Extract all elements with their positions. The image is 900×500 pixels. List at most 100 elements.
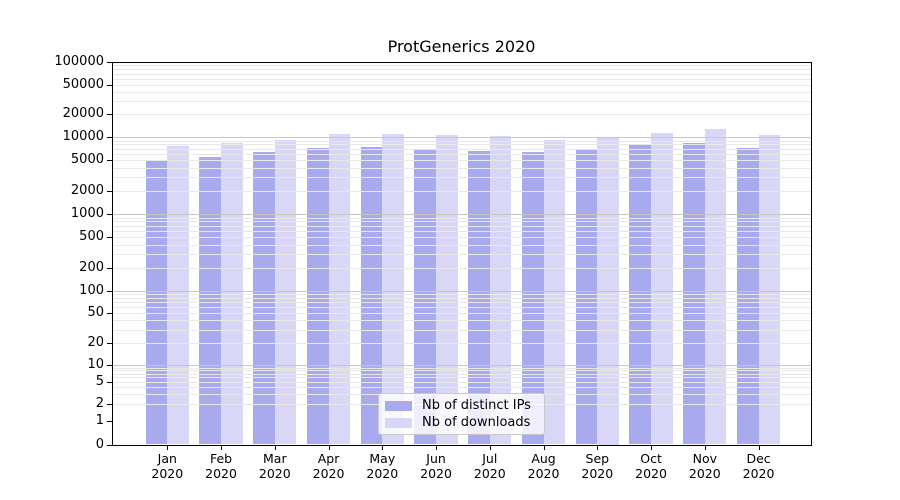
bar-may-distinct-ips xyxy=(360,146,383,445)
y-axis-tick xyxy=(107,62,112,63)
x-axis-tick-label: Jun 2020 xyxy=(408,451,464,481)
x-axis-tick xyxy=(167,445,169,450)
minor-gridline xyxy=(112,91,811,93)
x-label-month: Feb xyxy=(209,451,233,466)
minor-gridline xyxy=(112,84,811,86)
y-axis-tick xyxy=(107,267,112,269)
x-axis-tick xyxy=(758,445,760,450)
bar-dec-distinct-ips xyxy=(736,148,759,445)
x-axis-tick xyxy=(328,445,330,450)
y-axis-tick xyxy=(107,404,112,406)
bar-jun-downloads xyxy=(436,135,458,445)
bar-may-downloads xyxy=(382,133,404,445)
y-axis-tick xyxy=(107,365,112,366)
x-axis-tick xyxy=(221,445,223,450)
x-label-month: Jan xyxy=(157,451,177,466)
x-label-month: Aug xyxy=(531,451,556,466)
minor-gridline xyxy=(112,221,811,223)
x-axis-tick xyxy=(274,445,276,450)
major-gridline xyxy=(112,137,811,138)
y-axis-tick-label: 50000 xyxy=(62,76,104,92)
legend-label-downloads: Nb of downloads xyxy=(422,415,531,430)
y-axis-tick xyxy=(107,421,112,422)
y-axis-tick-label: 100000 xyxy=(54,54,104,69)
minor-gridline xyxy=(112,160,811,162)
minor-gridline xyxy=(112,237,811,239)
minor-gridline xyxy=(112,367,811,369)
minor-gridline xyxy=(112,144,811,146)
minor-gridline xyxy=(112,177,811,179)
bar-feb-distinct-ips xyxy=(199,156,222,445)
x-axis-tick-label: Dec 2020 xyxy=(731,451,787,481)
y-axis-tick-label: 20000 xyxy=(62,106,104,122)
major-gridline xyxy=(112,365,811,366)
major-gridline xyxy=(112,291,811,292)
y-axis-tick-label: 10000 xyxy=(62,129,104,144)
legend-label-distinct-ips: Nb of distinct IPs xyxy=(422,398,531,413)
x-label-year: 2020 xyxy=(688,466,721,481)
minor-gridline xyxy=(112,342,811,344)
x-label-month: Mar xyxy=(263,451,287,466)
minor-gridline xyxy=(112,78,811,80)
x-axis-tick-label: Jul 2020 xyxy=(462,451,518,481)
y-axis-tick-label: 200 xyxy=(79,259,104,275)
x-axis-tick xyxy=(436,445,438,450)
x-label-year: 2020 xyxy=(742,466,775,481)
x-axis-tick xyxy=(704,445,706,450)
x-label-month: Dec xyxy=(746,451,771,466)
x-axis-tick-label: Feb 2020 xyxy=(193,451,249,481)
minor-gridline xyxy=(112,140,811,142)
minor-gridline xyxy=(112,101,811,103)
x-label-month: Oct xyxy=(640,451,662,466)
x-label-year: 2020 xyxy=(366,466,399,481)
x-label-year: 2020 xyxy=(581,466,614,481)
x-axis-tick-label: Oct 2020 xyxy=(623,451,679,481)
minor-gridline xyxy=(112,167,811,169)
y-axis-tick-label: 50 xyxy=(87,305,104,321)
bar-oct-downloads xyxy=(651,133,673,445)
minor-gridline xyxy=(112,381,811,383)
x-label-year: 2020 xyxy=(473,466,506,481)
minor-gridline xyxy=(112,217,811,219)
y-axis-tick xyxy=(107,160,112,162)
minor-gridline xyxy=(112,244,811,246)
x-axis-tick-label: Sep 2020 xyxy=(569,451,625,481)
y-axis-tick-label: 5 xyxy=(95,373,104,389)
y-axis-tick-label: 2 xyxy=(95,396,104,412)
minor-gridline xyxy=(112,302,811,304)
legend: Nb of distinct IPs Nb of downloads xyxy=(378,393,545,435)
minor-gridline xyxy=(112,370,811,372)
minor-gridline xyxy=(112,190,811,192)
x-axis-tick-label: Mar 2020 xyxy=(247,451,303,481)
x-label-year: 2020 xyxy=(635,466,667,481)
minor-gridline xyxy=(112,65,811,67)
y-axis-tick-label: 2000 xyxy=(70,182,104,198)
chart-title: ProtGenerics 2020 xyxy=(387,37,536,56)
minor-gridline xyxy=(112,298,811,300)
x-label-year: 2020 xyxy=(527,466,560,481)
legend-item-downloads: Nb of downloads xyxy=(385,415,538,430)
x-axis-tick-label: Aug 2020 xyxy=(516,451,572,481)
y-axis-tick-label: 1000 xyxy=(70,206,104,221)
minor-gridline xyxy=(112,154,811,156)
x-label-month: Sep xyxy=(585,451,610,466)
bar-jul-downloads xyxy=(489,135,512,445)
y-axis-tick-label: 500 xyxy=(79,229,104,245)
minor-gridline xyxy=(112,231,811,233)
legend-swatch-distinct-ips xyxy=(385,400,412,411)
x-axis-tick-label: Nov 2020 xyxy=(677,451,733,481)
minor-gridline xyxy=(112,377,811,379)
y-axis-tick xyxy=(107,214,112,215)
x-label-month: May xyxy=(369,451,396,466)
x-label-month: Jun xyxy=(426,451,446,466)
legend-swatch-downloads xyxy=(385,417,412,428)
x-label-year: 2020 xyxy=(312,466,345,481)
bar-aug-downloads xyxy=(543,139,566,445)
minor-gridline xyxy=(112,320,811,322)
x-label-year: 2020 xyxy=(258,466,291,481)
minor-gridline xyxy=(112,307,811,309)
minor-gridline xyxy=(112,73,811,75)
y-axis-tick xyxy=(107,291,112,292)
y-axis-tick-label: 5000 xyxy=(70,152,104,168)
y-axis-tick xyxy=(107,190,112,192)
